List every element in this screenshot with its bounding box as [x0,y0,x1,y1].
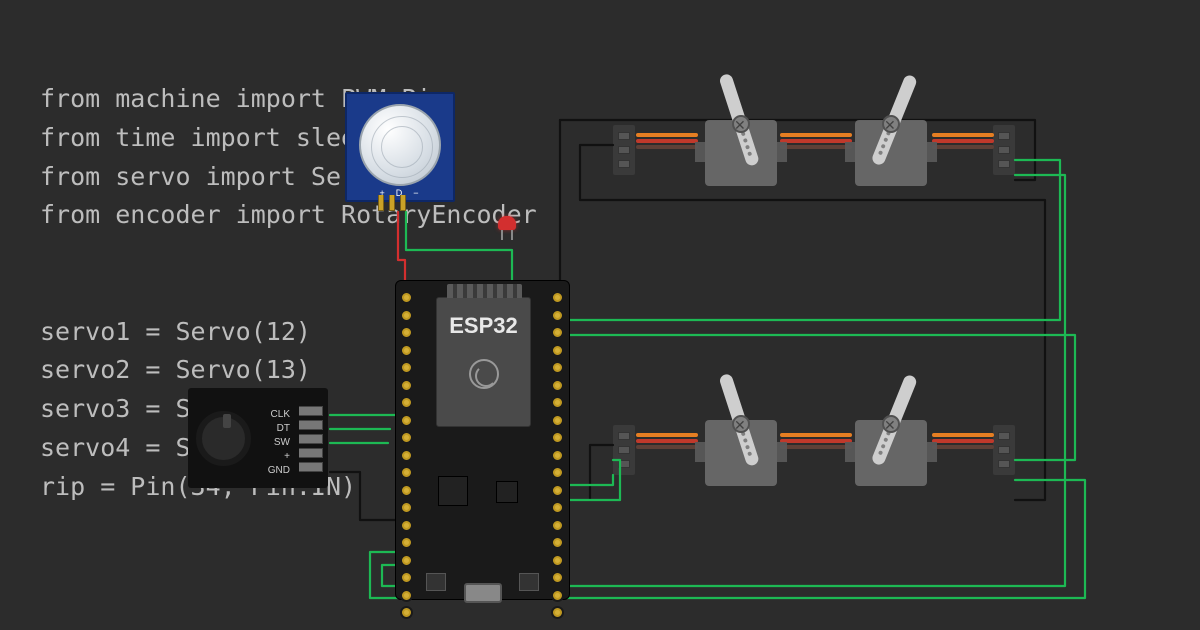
esp32-label: ESP32 [449,313,518,339]
servo-leads [780,433,852,449]
esp32-chip: ESP32 [436,297,531,427]
servo-servo2: ✕ [855,120,927,186]
servo-leads [932,433,994,449]
encoder-pins [299,406,323,472]
pir-pins [378,195,406,211]
rotary-encoder: CLK DT SW + GND [188,388,328,488]
servo-leads [636,133,698,149]
servo-connector [993,425,1015,475]
espressif-logo-icon [469,359,499,389]
servo-leads [932,133,994,149]
esp32-pins-left [400,291,414,619]
encoder-pin-labels: CLK DT SW + GND [268,408,290,478]
servo-servo4: ✕ [855,420,927,486]
usb-port-icon [464,583,502,603]
esp32-pins-right [551,291,565,619]
esp32-board: ESP32 [395,280,570,600]
servo-connector [613,125,635,175]
servo-servo3: ✕ [705,420,777,486]
encoder-knob [196,411,251,466]
servo-connector [613,425,635,475]
led [498,216,516,230]
servo-servo1: ✕ [705,120,777,186]
pir-sensor: + D − [345,92,455,202]
servo-leads [636,433,698,449]
servo-leads [780,133,852,149]
servo-connector [993,125,1015,175]
